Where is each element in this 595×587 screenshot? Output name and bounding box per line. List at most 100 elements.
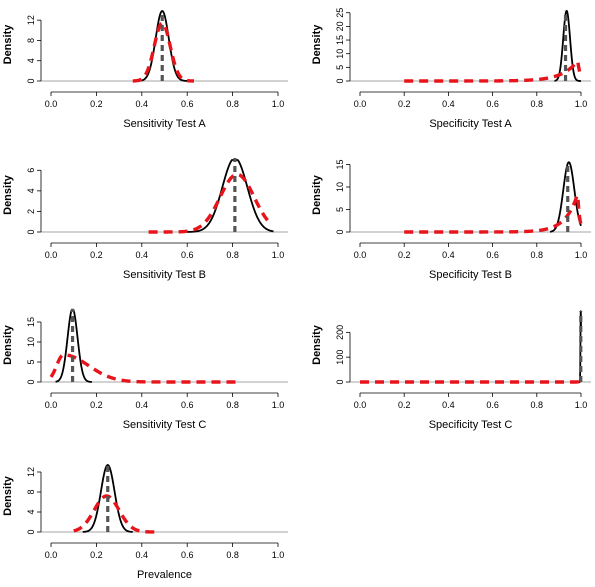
density-panel: 0.0 0.2 0.4 0.6 0.8 1.0 Specificity Test C 0 100… (311, 310, 591, 431)
x-tick-label: 0.6 (486, 99, 499, 109)
x-tick-label: 0.2 (90, 400, 103, 410)
y-tick-label: 4 (26, 509, 36, 514)
y-tick-label: 4 (26, 58, 36, 63)
y-tick-label: 12 (26, 15, 36, 25)
x-tick-label: 0.4 (136, 400, 149, 410)
x-tick-label: 0.4 (136, 99, 149, 109)
x-tick-label: 0.0 (354, 250, 367, 260)
x-axis-title: Sensitivity Test B (123, 269, 206, 281)
y-tick-label: 10 (335, 49, 345, 59)
x-tick-label: 1.0 (575, 99, 588, 109)
prior-density-curve (403, 193, 583, 234)
x-axis-title: Specificity Test B (429, 269, 512, 281)
x-tick-label: 0.0 (354, 99, 367, 109)
x-tick-label: 0.6 (181, 250, 194, 260)
x-tick-label: 0.2 (90, 250, 103, 260)
x-tick-label: 0.2 (398, 250, 411, 260)
density-panel: 0.0 0.2 0.4 0.6 0.8 1.0 Sensitivity Test B 0 2 4 6… (2, 157, 288, 281)
y-tick-label: 0 (26, 229, 36, 234)
x-tick-label: 1.0 (272, 99, 285, 109)
x-tick-label: 1.0 (575, 250, 588, 260)
prior-density-curve (147, 172, 273, 234)
y-tick-label: 20 (335, 21, 345, 31)
x-tick-label: 0.6 (181, 400, 194, 410)
y-tick-label: 0 (335, 78, 345, 83)
x-tick-label: 0.8 (226, 550, 239, 560)
density-panel: 0.0 0.2 0.4 0.6 0.8 1.0 Specificity Test B 0 5 10… (311, 159, 591, 281)
y-axis-title: Density (2, 475, 14, 516)
y-tick-label: 15 (335, 159, 345, 169)
x-tick-label: 0.2 (398, 99, 411, 109)
x-tick-label: 0.4 (442, 400, 455, 410)
x-tick-label: 0.6 (181, 550, 194, 560)
x-tick-label: 0.8 (226, 400, 239, 410)
x-tick-label: 0.0 (45, 550, 58, 560)
y-tick-label: 2 (26, 209, 36, 214)
x-tick-label: 1.0 (272, 250, 285, 260)
x-axis-title: Specificity Test C (429, 419, 513, 431)
x-tick-label: 0.2 (90, 550, 103, 560)
y-tick-label: 15 (335, 35, 345, 45)
y-tick-label: 200 (335, 325, 345, 340)
y-axis-title: Density (2, 24, 14, 65)
x-tick-label: 0.6 (181, 99, 194, 109)
x-tick-label: 0.4 (136, 250, 149, 260)
y-tick-label: 100 (335, 350, 345, 365)
x-tick-label: 0.4 (136, 550, 149, 560)
posterior-density-curve (136, 10, 193, 82)
x-tick-label: 0.6 (486, 400, 499, 410)
y-tick-label: 0 (26, 379, 36, 384)
x-tick-label: 0.0 (45, 99, 58, 109)
posterior-density-curve (186, 159, 274, 233)
y-tick-label: 0 (26, 78, 36, 83)
x-axis-title: Specificity Test A (429, 118, 512, 130)
y-tick-label: 10 (26, 337, 36, 347)
x-tick-label: 0.6 (486, 250, 499, 260)
x-tick-label: 1.0 (272, 400, 285, 410)
y-tick-label: 0 (26, 529, 36, 534)
y-tick-label: 6 (26, 168, 36, 173)
x-tick-label: 0.4 (442, 250, 455, 260)
y-tick-label: 12 (26, 467, 36, 477)
y-axis-title: Density (311, 24, 323, 65)
x-tick-label: 1.0 (272, 550, 285, 560)
density-panel: 0.0 0.2 0.4 0.6 0.8 1.0 Prevalence 0 4 8 12 Density (2, 464, 288, 581)
prior-density-curve (403, 59, 583, 83)
y-tick-label: 8 (26, 489, 36, 494)
x-axis-title: Prevalence (137, 569, 192, 581)
prior-density-curve (49, 353, 241, 384)
y-axis-title: Density (311, 174, 323, 215)
x-tick-label: 0.2 (398, 400, 411, 410)
density-panel: 0.0 0.2 0.4 0.6 0.8 1.0 Sensitivity Test C 0 5 10… (2, 308, 288, 431)
x-tick-label: 0.8 (226, 99, 239, 109)
y-tick-label: 15 (26, 317, 36, 327)
x-tick-label: 0.0 (45, 250, 58, 260)
y-axis-title: Density (2, 324, 14, 365)
prior-density-curve (131, 21, 196, 83)
x-tick-label: 1.0 (575, 400, 588, 410)
x-tick-label: 0.0 (45, 400, 58, 410)
x-tick-label: 0.8 (531, 99, 544, 109)
prior-density-curve (359, 379, 582, 384)
x-tick-label: 0.4 (442, 99, 455, 109)
posterior-density-curve (82, 464, 134, 533)
x-tick-label: 0.8 (531, 400, 544, 410)
prior-density-curve (72, 494, 160, 534)
y-tick-label: 10 (335, 182, 345, 192)
y-tick-label: 0 (335, 379, 345, 384)
y-tick-label: 25 (335, 8, 345, 18)
x-axis-title: Sensitivity Test A (123, 118, 206, 130)
x-tick-label: 0.8 (531, 250, 544, 260)
y-axis-title: Density (311, 324, 323, 365)
y-tick-label: 8 (26, 38, 36, 43)
x-tick-label: 0.0 (354, 400, 367, 410)
y-tick-label: 5 (335, 207, 345, 212)
y-tick-label: 5 (26, 359, 36, 364)
density-panel: 0.0 0.2 0.4 0.6 0.8 1.0 Specificity Test A 0 5 10… (311, 8, 591, 130)
x-tick-label: 0.8 (226, 250, 239, 260)
y-axis-title: Density (2, 174, 14, 215)
y-tick-label: 0 (335, 229, 345, 234)
x-axis-title: Sensitivity Test C (123, 419, 207, 431)
x-tick-label: 0.2 (90, 99, 103, 109)
